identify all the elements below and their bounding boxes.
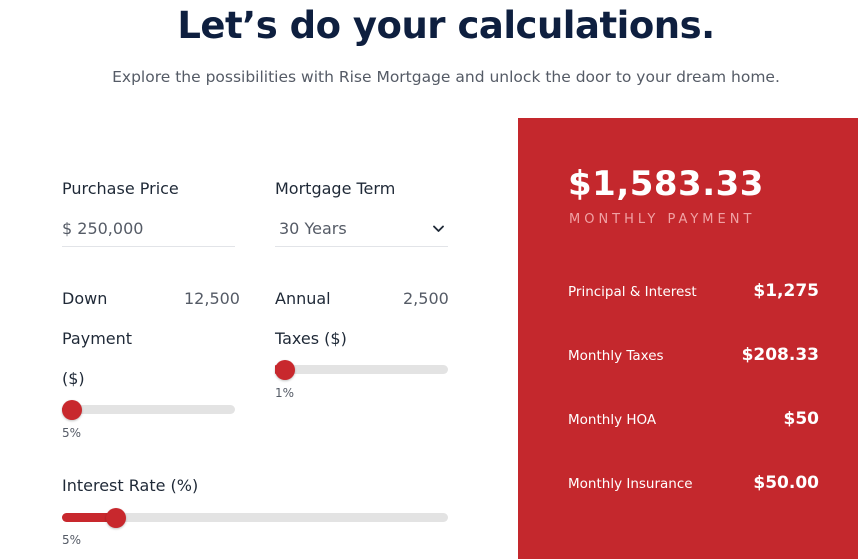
monthly-insurance-label: Monthly Insurance xyxy=(568,476,693,492)
down-payment-label-line1: Down xyxy=(62,289,108,308)
monthly-payment-caption: MONTHLY PAYMENT xyxy=(569,212,756,227)
monthly-taxes-label: Monthly Taxes xyxy=(568,348,664,364)
mortgage-term-select[interactable]: 30 Years xyxy=(275,211,448,247)
page-subtitle: Explore the possibilities with Rise Mort… xyxy=(112,68,780,86)
down-payment-value: 12,500 xyxy=(184,289,240,308)
interest-rate-slider-thumb[interactable] xyxy=(106,508,126,528)
down-payment-slider-track[interactable] xyxy=(62,405,235,414)
annual-taxes-percent: 1% xyxy=(275,386,295,400)
purchase-price-input[interactable]: $ 250,000 xyxy=(62,211,235,247)
principal-interest-value: $1,275 xyxy=(753,281,819,301)
monthly-taxes-value: $208.33 xyxy=(741,345,819,365)
annual-taxes-slider-thumb[interactable] xyxy=(275,360,295,380)
principal-interest-label: Principal & Interest xyxy=(568,284,697,300)
monthly-payment-amount: $1,583.33 xyxy=(568,164,764,204)
interest-rate-label: Interest Rate (%) xyxy=(62,476,199,495)
annual-taxes-label-line2: Taxes ($) xyxy=(275,329,347,348)
down-payment-label-line2: Payment xyxy=(62,329,133,348)
purchase-price-value: $ 250,000 xyxy=(62,219,144,238)
interest-rate-percent: 5% xyxy=(62,533,82,547)
down-payment-percent: 5% xyxy=(62,426,82,440)
down-payment-label-line3: ($) xyxy=(62,369,85,388)
interest-rate-slider-fill xyxy=(62,513,116,522)
monthly-hoa-label: Monthly HOA xyxy=(568,412,657,428)
payment-summary-panel: $1,583.33 MONTHLY PAYMENT Principal & In… xyxy=(518,118,858,559)
mortgage-term-value: 30 Years xyxy=(279,219,347,238)
annual-taxes-slider-track[interactable] xyxy=(275,365,448,374)
annual-taxes-value: 2,500 xyxy=(403,289,449,308)
interest-rate-slider-track[interactable] xyxy=(62,513,448,522)
mortgage-term-label: Mortgage Term xyxy=(275,179,396,198)
purchase-price-label: Purchase Price xyxy=(62,179,179,198)
monthly-hoa-value: $50 xyxy=(783,409,820,429)
monthly-insurance-value: $50.00 xyxy=(753,473,819,493)
chevron-down-icon xyxy=(433,225,444,232)
page-title: Let’s do your calculations. xyxy=(177,4,715,47)
down-payment-slider-thumb[interactable] xyxy=(62,400,82,420)
annual-taxes-label-line1: Annual xyxy=(275,289,331,308)
